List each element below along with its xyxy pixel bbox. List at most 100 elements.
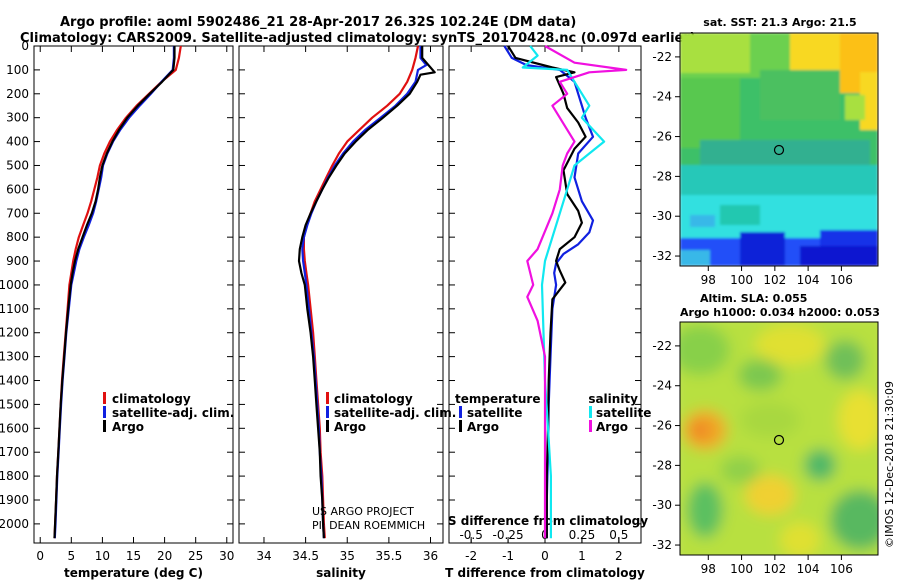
x-tick-label: 0 bbox=[541, 549, 549, 563]
depth-tick-label: 1000 bbox=[0, 278, 29, 292]
legend-climatology-label: climatology bbox=[112, 392, 191, 406]
legend-s-argo-label: Argo bbox=[596, 420, 628, 434]
salinity-panel: 34 34.5 35 35.5 36 salinity bbox=[238, 45, 444, 580]
map-y-tick-label: -22 bbox=[652, 50, 672, 64]
legend-black-swatch bbox=[459, 420, 462, 432]
map-x-tick-label: 106 bbox=[830, 273, 853, 287]
s-tick-label: 0.5 bbox=[609, 528, 628, 542]
s-tick-label: -0.25 bbox=[493, 528, 524, 542]
x-tick-label: 2 bbox=[615, 549, 623, 563]
depth-tick-label: 500 bbox=[6, 158, 29, 172]
sla-map-panel: Altim. SLA: 0.055 Argo h1000: 0.034 h200… bbox=[652, 292, 880, 576]
credit-pi: PI: DEAN ROEMMICH bbox=[312, 519, 425, 532]
legend-t-argo-label: Argo bbox=[467, 420, 499, 434]
map-y-tick-label: -24 bbox=[652, 379, 672, 393]
figure-title-line2: Climatology: CARS2009. Satellite-adjuste… bbox=[20, 31, 696, 46]
depth-tick-label: 200 bbox=[6, 87, 29, 101]
x-tick-label: 25 bbox=[188, 549, 203, 563]
x-tick-label: 0 bbox=[36, 549, 44, 563]
x-tick-label: -2 bbox=[465, 549, 477, 563]
legend-temperature-heading: temperature bbox=[455, 392, 540, 406]
map-y-tick-label: -28 bbox=[652, 458, 672, 472]
x-tick-label: 10 bbox=[95, 549, 110, 563]
depth-tick-label: 300 bbox=[6, 111, 29, 125]
depth-tick-label: 700 bbox=[6, 206, 29, 220]
map-x-tick-label: 104 bbox=[797, 273, 820, 287]
x-axis-label: temperature (deg C) bbox=[64, 566, 203, 580]
x-tick-label: 20 bbox=[157, 549, 172, 563]
sla-map-argo-marker bbox=[773, 434, 785, 446]
s-tick-label: 0.25 bbox=[569, 528, 596, 542]
map-x-tick-label: 100 bbox=[730, 273, 753, 287]
x-tick-label: 5 bbox=[67, 549, 75, 563]
legend-magenta-swatch bbox=[589, 420, 592, 432]
temperature-panel: 0 5 10 15 20 25 30 temperature (deg C) bbox=[33, 45, 234, 580]
legend-salinity-heading: salinity bbox=[588, 392, 638, 406]
map-y-tick-label: -22 bbox=[652, 339, 672, 353]
x-tick-label: 30 bbox=[219, 549, 234, 563]
salinity-legend: climatology satellite-adj. clim. Argo bbox=[326, 392, 456, 434]
depth-axis: 0 100 200 300 400 500 600 700 800 900 1000 1100 1200… bbox=[0, 39, 29, 531]
legend-cyan-swatch bbox=[589, 406, 592, 418]
x-tick-label: 34.5 bbox=[292, 549, 319, 563]
legend-argo-label: Argo bbox=[334, 420, 366, 434]
depth-tick-label: 400 bbox=[6, 135, 29, 149]
credit-project: US ARGO PROJECT bbox=[312, 505, 414, 518]
depth-tick-label: 1600 bbox=[0, 421, 29, 435]
legend-climatology-label: climatology bbox=[334, 392, 413, 406]
sst-map-axes: 98 100 102 104 106 -22 -24 -26 -28 -30 -32 bbox=[652, 50, 852, 287]
temperature-legend: climatology satellite-adj. clim. Argo bbox=[103, 392, 234, 434]
map-y-tick-label: -32 bbox=[652, 249, 672, 263]
sst-map-argo-marker bbox=[773, 144, 785, 156]
difference-legend: temperature satellite Argo salinity sate… bbox=[455, 392, 651, 434]
figure-title-line1: Argo profile: aoml 5902486_21 28-Apr-201… bbox=[60, 15, 576, 30]
x-axis-label: salinity bbox=[316, 566, 366, 580]
map-x-tick-label: 100 bbox=[730, 562, 753, 576]
depth-tick-label: 1900 bbox=[0, 493, 29, 507]
series-line-Argo bbox=[297, 46, 436, 539]
x-tick-label: -1 bbox=[502, 549, 514, 563]
legend-blue-swatch bbox=[103, 406, 106, 418]
sla-map-image bbox=[680, 322, 878, 555]
legend-red-swatch bbox=[326, 392, 329, 404]
x-tick-label: 35 bbox=[340, 549, 355, 563]
s-tick-label: -0.5 bbox=[459, 528, 482, 542]
depth-tick-label: 0 bbox=[21, 39, 29, 53]
map-y-tick-label: -30 bbox=[652, 209, 672, 223]
map-y-tick-label: -32 bbox=[652, 538, 672, 552]
legend-black-swatch bbox=[326, 420, 329, 432]
sst-map-panel: sat. SST: 21.3 Argo: 21.5 bbox=[652, 16, 879, 287]
map-y-tick-label: -26 bbox=[652, 130, 672, 144]
depth-tick-label: 800 bbox=[6, 230, 29, 244]
depth-tick-label: 1800 bbox=[0, 469, 29, 483]
sla-map-axes: 98 100 102 104 106 -22 -24 -26 -28 -30 -32 bbox=[652, 339, 852, 576]
sst-map-frame bbox=[679, 32, 879, 267]
map-x-tick-label: 102 bbox=[763, 273, 786, 287]
x-tick-label: 36 bbox=[423, 549, 438, 563]
sst-map-image bbox=[680, 33, 878, 266]
depth-tick-label: 1200 bbox=[0, 326, 29, 340]
map-y-tick-label: -30 bbox=[652, 498, 672, 512]
map-y-tick-label: -26 bbox=[652, 419, 672, 433]
difference-panel: -2 -1 0 1 2 T difference from climatology S di… bbox=[445, 45, 648, 580]
map-x-tick-label: 98 bbox=[701, 562, 716, 576]
depth-tick-label: 900 bbox=[6, 254, 29, 268]
legend-red-swatch bbox=[103, 392, 106, 404]
x-tick-label: 35.5 bbox=[376, 549, 403, 563]
x-tick-label: 15 bbox=[126, 549, 141, 563]
legend-blue-swatch bbox=[326, 406, 329, 418]
map-x-tick-label: 106 bbox=[830, 562, 853, 576]
plot-frame bbox=[33, 45, 234, 544]
map-y-tick-label: -24 bbox=[652, 90, 672, 104]
depth-tick-label: 2000 bbox=[0, 517, 29, 531]
imos-timestamp: ©IMOS 12-Dec-2018 21:30:09 bbox=[883, 381, 896, 548]
legend-satellite-label: satellite-adj. clim. bbox=[334, 406, 456, 420]
plot-frame bbox=[238, 45, 444, 544]
map-y-tick-label: -28 bbox=[652, 169, 672, 183]
depth-tick-label: 1300 bbox=[0, 350, 29, 364]
series-line-temperature-Argo bbox=[507, 45, 587, 539]
map-x-tick-label: 104 bbox=[797, 562, 820, 576]
legend-argo-label: Argo bbox=[112, 420, 144, 434]
legend-t-satellite-label: satellite bbox=[467, 406, 522, 420]
